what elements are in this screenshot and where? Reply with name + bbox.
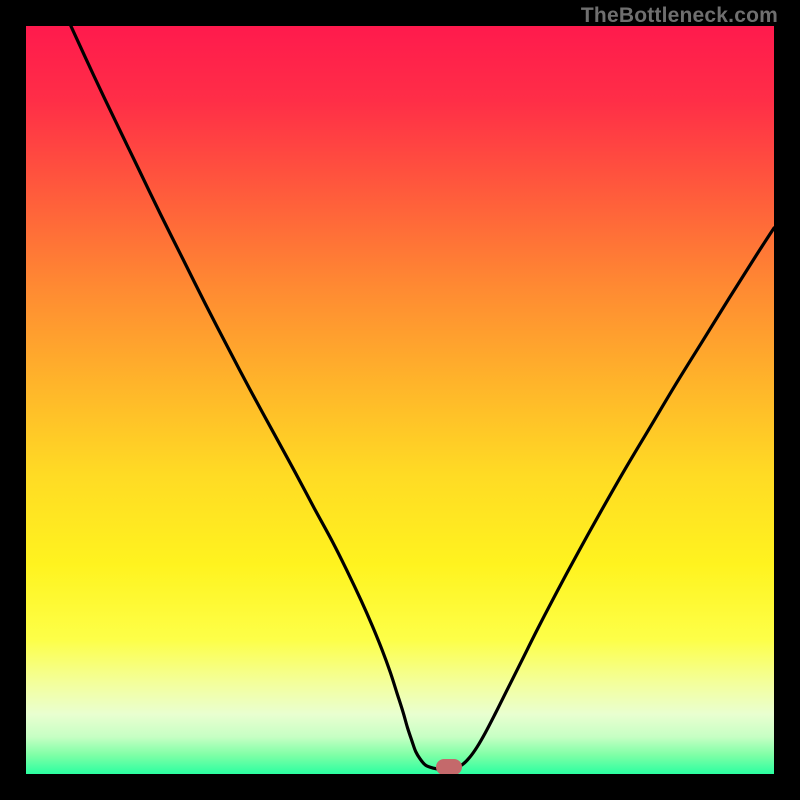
bottleneck-curve [71,26,774,770]
plot-area [26,26,774,774]
watermark-text: TheBottleneck.com [581,4,778,28]
optimum-marker [436,759,462,774]
curve-svg [26,26,774,774]
